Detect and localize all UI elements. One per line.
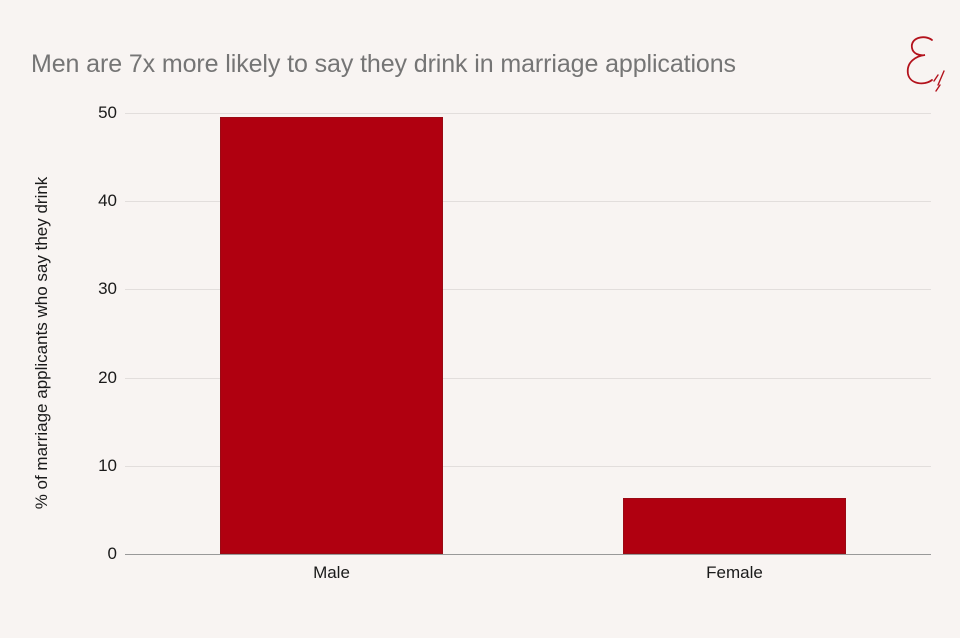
y-axis-label: % of marriage applicants who say they dr… <box>32 176 51 510</box>
plot-area: 0 10 20 30 40 50 Male Female <box>98 103 931 582</box>
y-tick-label: 40 <box>98 191 117 211</box>
y-tick-label: 50 <box>98 103 117 122</box>
gridline <box>125 201 931 203</box>
gridline <box>125 377 931 379</box>
x-axis-baseline <box>125 554 931 555</box>
y-tick-label: 30 <box>98 279 117 299</box>
y-tick-label: 0 <box>107 544 117 563</box>
chart-title: Men are 7x more likely to say they drink… <box>31 50 736 78</box>
gridline <box>125 289 931 291</box>
x-tick-label: Male <box>313 563 350 582</box>
bar-male[interactable] <box>220 117 443 554</box>
y-tick-label: 10 <box>98 455 117 475</box>
gridline <box>125 113 931 114</box>
x-tick-label: Female <box>706 563 763 582</box>
y-tick-label: 20 <box>98 367 117 387</box>
bar-female[interactable] <box>623 497 846 554</box>
script-e-logo-icon <box>906 36 945 92</box>
gridline <box>125 465 931 467</box>
